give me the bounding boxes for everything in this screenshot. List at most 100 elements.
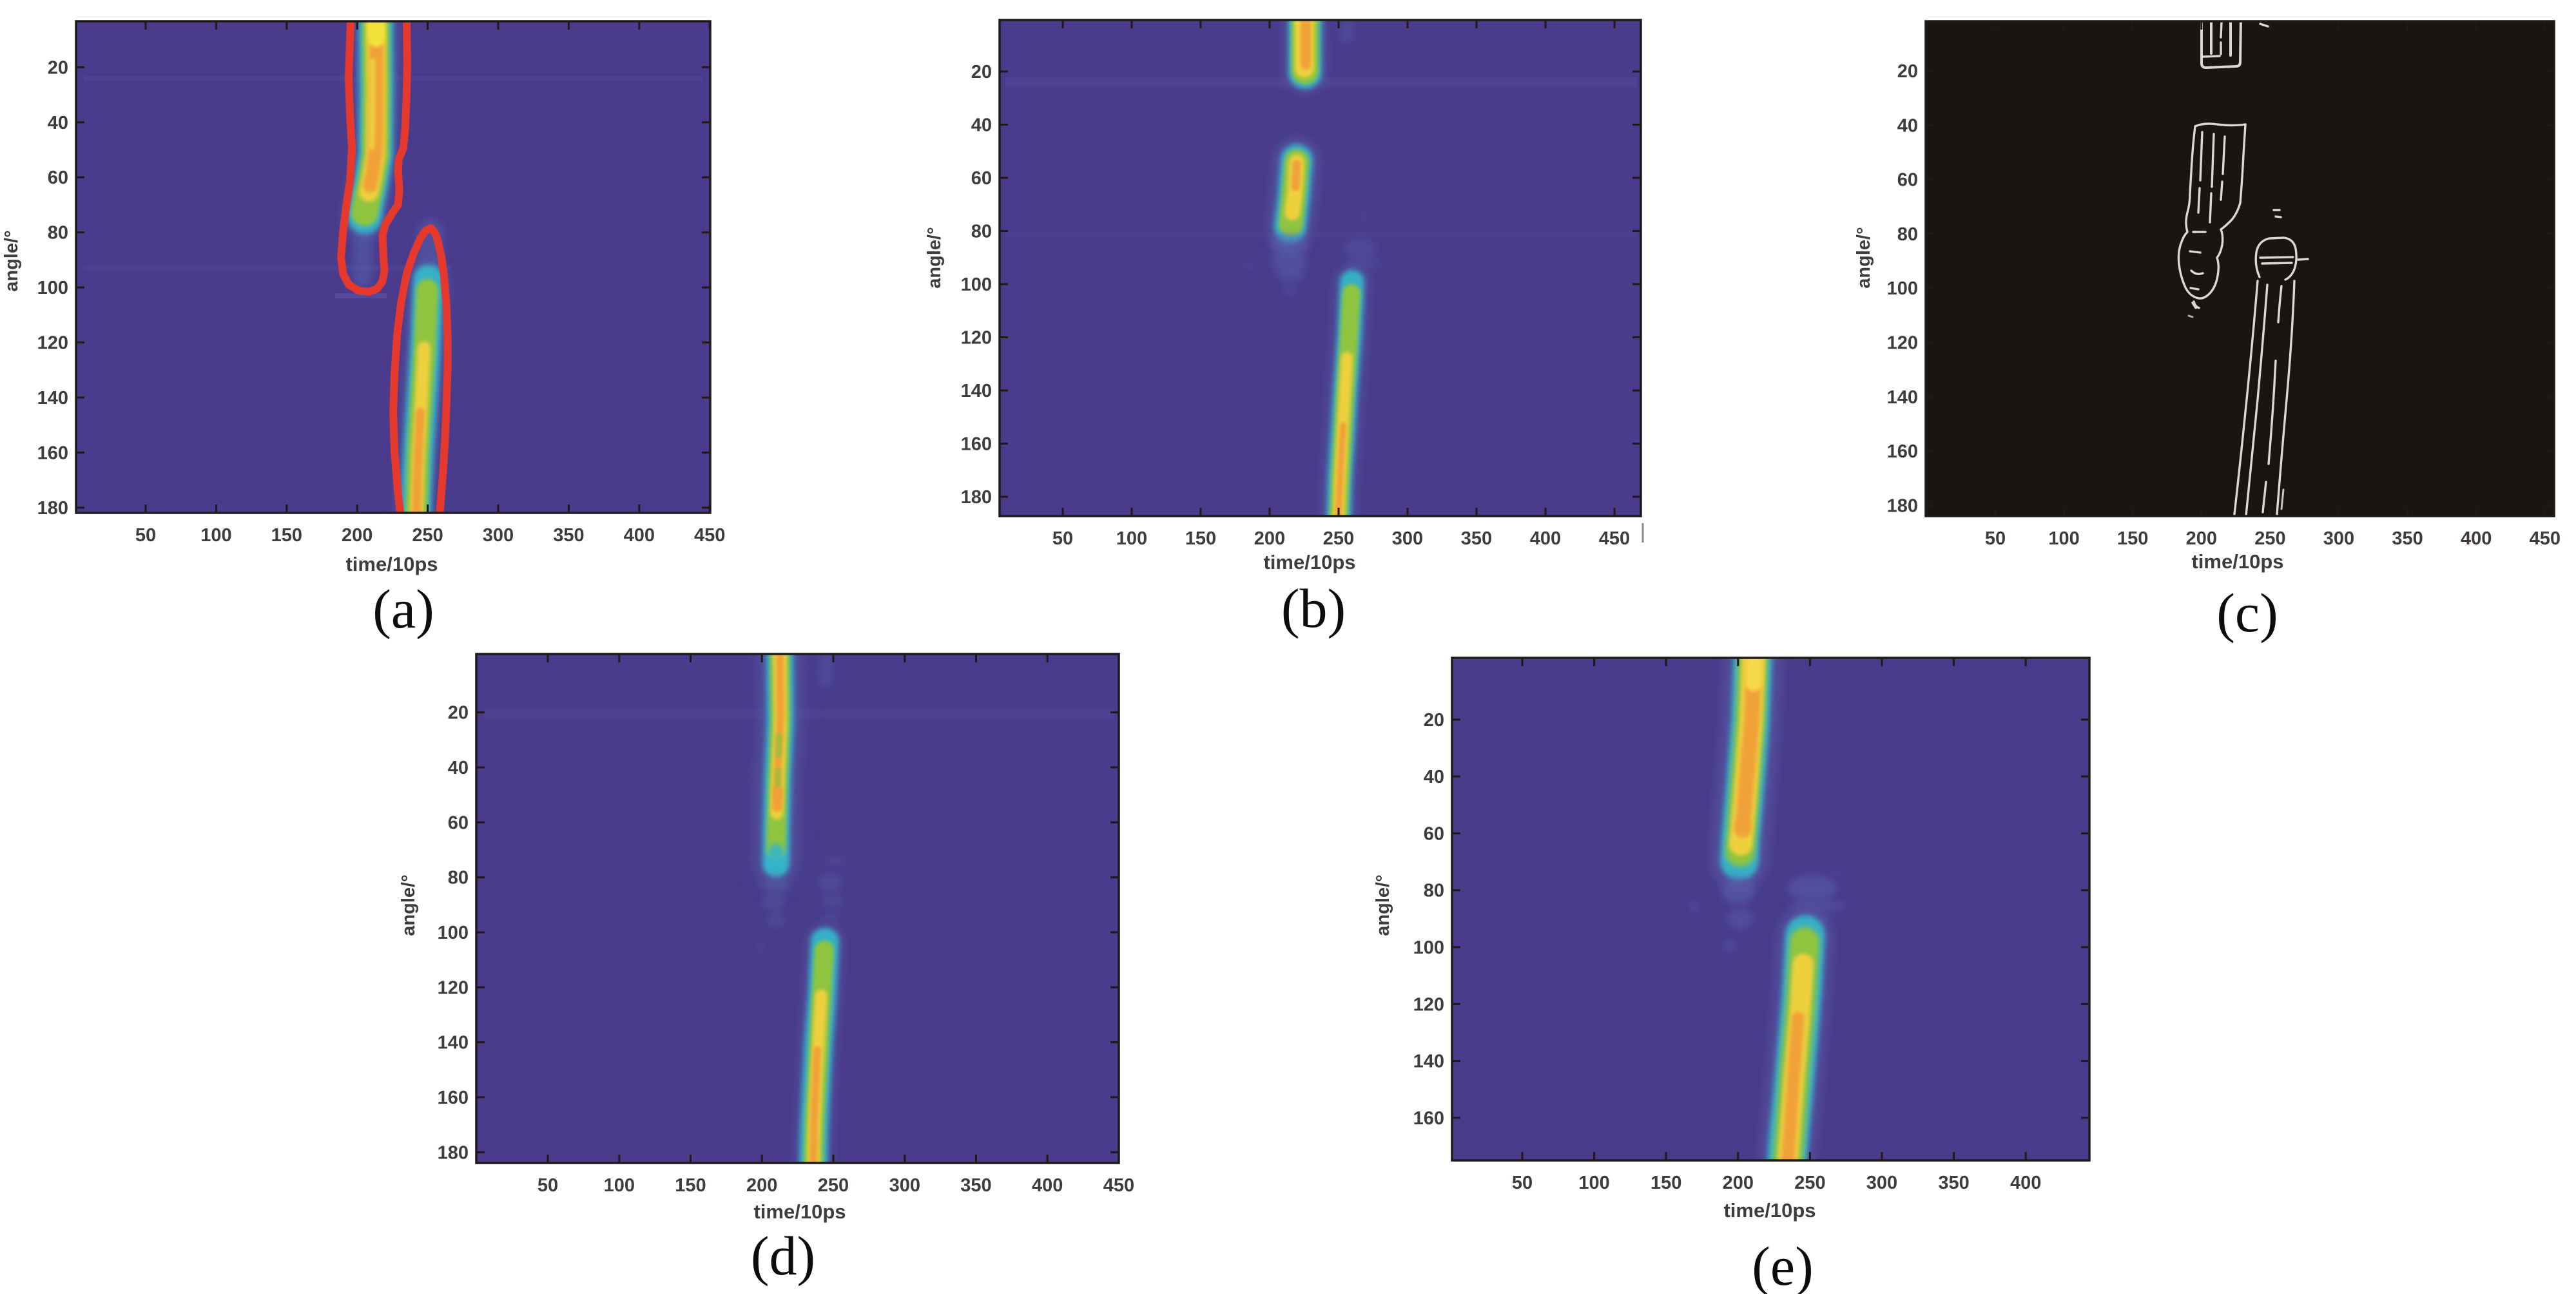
svg-text:(d): (d) — [751, 1225, 815, 1287]
svg-text:time/10ps: time/10ps — [345, 553, 438, 575]
svg-text:80: 80 — [448, 868, 469, 889]
svg-text:(a): (a) — [373, 578, 434, 640]
svg-text:120: 120 — [37, 333, 68, 354]
svg-text:100: 100 — [1116, 528, 1147, 549]
svg-text:350: 350 — [553, 525, 584, 546]
svg-text:350: 350 — [1461, 528, 1492, 549]
svg-text:250: 250 — [1794, 1173, 1825, 1193]
svg-text:40: 40 — [448, 758, 469, 778]
svg-text:100: 100 — [1413, 937, 1444, 958]
svg-text:80: 80 — [1897, 224, 1918, 245]
svg-text:80: 80 — [48, 223, 68, 244]
svg-text:140: 140 — [961, 381, 992, 401]
svg-text:150: 150 — [1185, 528, 1216, 549]
svg-text:150: 150 — [271, 525, 302, 546]
svg-text:20: 20 — [448, 703, 469, 724]
svg-text:50: 50 — [1512, 1173, 1533, 1193]
svg-text:50: 50 — [1052, 528, 1073, 549]
svg-text:80: 80 — [1424, 881, 1444, 901]
svg-text:160: 160 — [961, 434, 992, 455]
svg-text:50: 50 — [537, 1175, 558, 1196]
svg-text:(b): (b) — [1281, 577, 1346, 639]
svg-text:50: 50 — [1985, 528, 2006, 549]
svg-text:40: 40 — [971, 115, 992, 136]
svg-text:400: 400 — [2461, 528, 2492, 549]
svg-text:450: 450 — [1103, 1175, 1134, 1196]
svg-text:300: 300 — [483, 525, 514, 546]
svg-text:50: 50 — [135, 525, 156, 546]
svg-text:140: 140 — [1413, 1052, 1444, 1072]
svg-text:150: 150 — [1651, 1173, 1681, 1193]
svg-text:300: 300 — [889, 1175, 920, 1196]
svg-text:time/10ps: time/10ps — [753, 1200, 846, 1223]
svg-text:20: 20 — [1897, 61, 1918, 82]
svg-text:100: 100 — [2048, 528, 2079, 549]
svg-text:120: 120 — [438, 977, 469, 998]
svg-text:250: 250 — [818, 1175, 849, 1196]
svg-text:150: 150 — [675, 1175, 706, 1196]
svg-text:20: 20 — [48, 57, 68, 78]
svg-text:300: 300 — [1392, 528, 1423, 549]
svg-text:160: 160 — [1887, 441, 1918, 462]
svg-text:time/10ps: time/10ps — [2191, 550, 2283, 573]
svg-text:100: 100 — [961, 274, 992, 295]
svg-text:angle/°: angle/° — [1, 230, 22, 291]
svg-text:180: 180 — [1887, 495, 1918, 516]
svg-text:350: 350 — [2392, 528, 2423, 549]
svg-text:400: 400 — [1530, 528, 1561, 549]
svg-text:200: 200 — [746, 1175, 777, 1196]
svg-text:60: 60 — [48, 168, 68, 188]
svg-text:40: 40 — [1897, 115, 1918, 136]
svg-text:200: 200 — [1254, 528, 1285, 549]
svg-text:angle/°: angle/° — [1854, 227, 1874, 288]
svg-text:40: 40 — [1424, 767, 1444, 787]
svg-text:160: 160 — [438, 1088, 469, 1108]
svg-text:60: 60 — [1897, 170, 1918, 191]
svg-text:250: 250 — [1323, 528, 1354, 549]
svg-text:160: 160 — [37, 443, 68, 463]
svg-text:100: 100 — [604, 1175, 635, 1196]
svg-text:(e): (e) — [1752, 1235, 1813, 1294]
svg-text:400: 400 — [1032, 1175, 1063, 1196]
svg-text:100: 100 — [438, 923, 469, 943]
svg-text:400: 400 — [2010, 1173, 2041, 1193]
svg-text:350: 350 — [960, 1175, 991, 1196]
svg-text:40: 40 — [48, 113, 68, 133]
svg-text:200: 200 — [1723, 1173, 1754, 1193]
svg-text:300: 300 — [2323, 528, 2354, 549]
svg-text:60: 60 — [448, 812, 469, 833]
svg-text:160: 160 — [1413, 1108, 1444, 1129]
svg-text:20: 20 — [971, 62, 992, 82]
svg-text:100: 100 — [37, 278, 68, 298]
svg-text:250: 250 — [412, 525, 443, 546]
svg-text:140: 140 — [1887, 387, 1918, 408]
svg-text:180: 180 — [438, 1142, 469, 1163]
svg-text:(c): (c) — [2216, 582, 2278, 644]
svg-text:60: 60 — [971, 168, 992, 189]
svg-text:time/10ps: time/10ps — [1263, 551, 1355, 573]
svg-text:80: 80 — [971, 222, 992, 242]
svg-text:60: 60 — [1424, 823, 1444, 844]
svg-text:140: 140 — [438, 1033, 469, 1053]
svg-text:450: 450 — [1599, 528, 1630, 549]
svg-text:angle/°: angle/° — [924, 227, 945, 288]
svg-text:400: 400 — [624, 525, 655, 546]
svg-text:140: 140 — [37, 388, 68, 408]
svg-text:150: 150 — [2117, 528, 2148, 549]
svg-text:180: 180 — [961, 487, 992, 508]
svg-text:200: 200 — [342, 525, 373, 546]
svg-text:20: 20 — [1424, 710, 1444, 731]
svg-text:100: 100 — [1578, 1173, 1609, 1193]
svg-text:450: 450 — [694, 525, 725, 546]
svg-text:120: 120 — [1887, 333, 1918, 354]
svg-text:180: 180 — [37, 498, 68, 519]
svg-text:300: 300 — [1866, 1173, 1897, 1193]
svg-text:450: 450 — [2530, 528, 2561, 549]
svg-text:angle/°: angle/° — [1373, 874, 1393, 936]
svg-text:120: 120 — [1413, 994, 1444, 1015]
svg-text:120: 120 — [961, 328, 992, 349]
svg-text:350: 350 — [1938, 1173, 1969, 1193]
svg-text:time/10ps: time/10ps — [1723, 1199, 1816, 1222]
svg-text:100: 100 — [1887, 278, 1918, 299]
svg-text:250: 250 — [2254, 528, 2285, 549]
